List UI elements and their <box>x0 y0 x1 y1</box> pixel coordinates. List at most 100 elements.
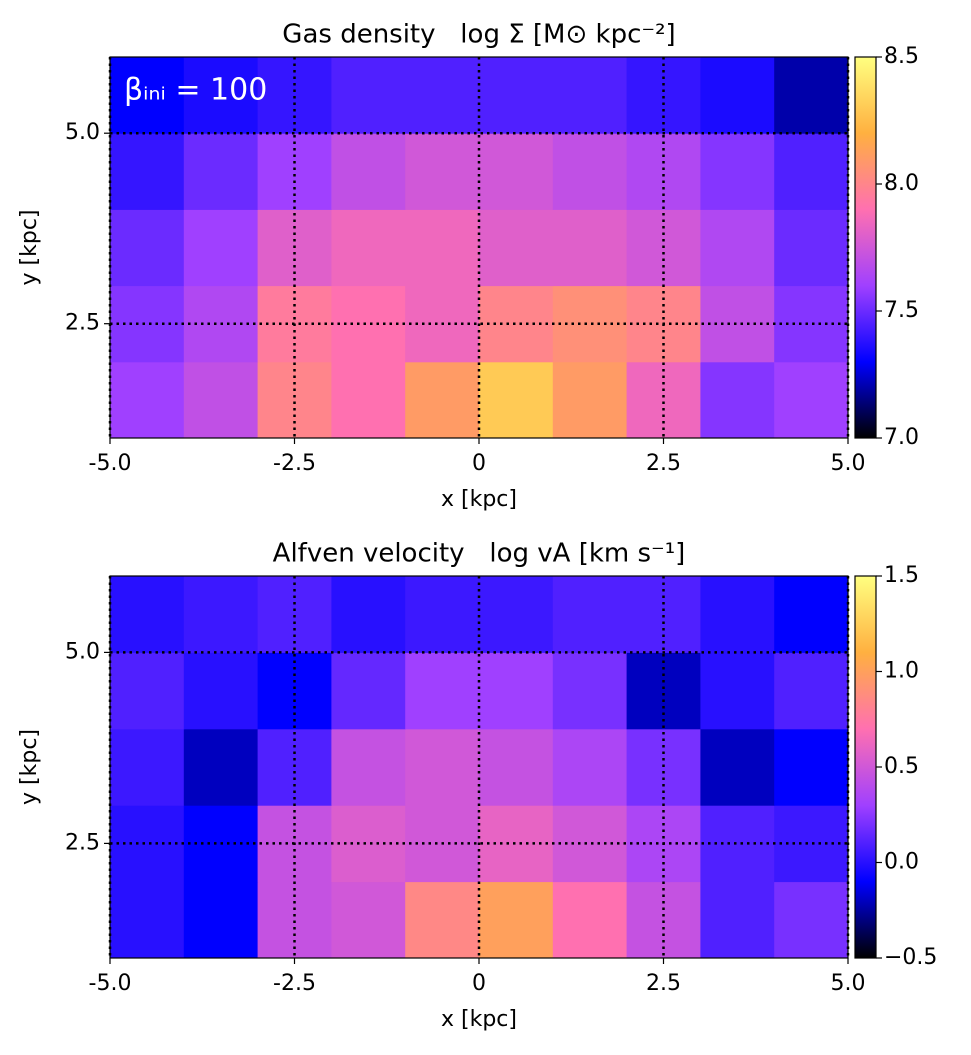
heat-cell <box>774 728 849 806</box>
heat-cell <box>479 805 554 883</box>
colorbar-tick-label: 8.5 <box>884 44 919 69</box>
heat-cell <box>257 133 332 210</box>
colorbar <box>854 575 877 959</box>
heat-cell <box>479 728 554 806</box>
heat-cell <box>700 209 775 287</box>
y-tick-label: 2.5 <box>65 830 100 855</box>
heat-cell <box>110 652 185 730</box>
heat-cell <box>479 652 554 730</box>
heat-cell <box>552 881 628 959</box>
heat-cell <box>257 57 332 134</box>
heat-cell <box>183 881 259 959</box>
heat-cell <box>774 805 849 883</box>
heat-cell <box>552 361 628 439</box>
heat-cell <box>331 133 406 210</box>
heat-cell <box>479 881 554 959</box>
heat-cell <box>405 209 480 287</box>
heat-cell <box>626 57 701 134</box>
heat-cell <box>183 576 259 653</box>
heat-cell <box>552 805 628 883</box>
heat-cell <box>110 576 185 653</box>
heat-cell <box>700 57 775 134</box>
x-tick-label: -2.5 <box>273 451 316 476</box>
heat-cell <box>626 881 701 959</box>
y-axis-label: y [kpc] <box>17 729 42 805</box>
heat-cell <box>700 576 775 653</box>
heat-cell <box>110 57 185 134</box>
heat-cell <box>405 361 480 439</box>
heat-cell <box>257 881 332 959</box>
heat-cell <box>183 133 259 210</box>
x-tick-label: -2.5 <box>273 971 316 996</box>
heat-cell <box>479 133 554 210</box>
heat-cell <box>774 285 849 363</box>
x-tick-label: -5.0 <box>89 971 132 996</box>
heat-cell <box>626 652 701 730</box>
heat-cell <box>331 881 406 959</box>
colorbar-tick-label: 8.0 <box>884 171 919 196</box>
heat-cell <box>405 57 480 134</box>
x-tick-label: -5.0 <box>89 451 132 476</box>
heat-cell <box>774 133 849 210</box>
heat-cell <box>700 133 775 210</box>
y-tick-label: 5.0 <box>65 639 100 664</box>
heat-cell <box>626 361 701 439</box>
heat-cell <box>774 652 849 730</box>
heat-cell <box>331 57 406 134</box>
heat-cell <box>552 652 628 730</box>
heat-cell <box>626 576 701 653</box>
x-tick-label: 2.5 <box>646 971 681 996</box>
heat-cell <box>405 133 480 210</box>
heat-cell <box>183 652 259 730</box>
x-tick-label: 0 <box>472 451 486 476</box>
x-tick-label: 5.0 <box>831 971 866 996</box>
heat-cell <box>626 133 701 210</box>
heat-cell <box>552 133 628 210</box>
heat-cell <box>110 805 185 883</box>
heat-cell <box>700 652 775 730</box>
heat-cell <box>331 728 406 806</box>
heat-cell <box>774 576 849 653</box>
heat-cell <box>700 805 775 883</box>
heat-cell <box>110 728 185 806</box>
colorbar <box>854 56 877 439</box>
heat-cell <box>257 652 332 730</box>
heat-cell <box>700 728 775 806</box>
y-axis-label: y [kpc] <box>17 210 42 286</box>
heat-cell <box>774 361 849 439</box>
heat-cell <box>110 209 185 287</box>
heat-cell <box>552 728 628 806</box>
heat-cell <box>479 361 554 439</box>
heat-cell <box>552 57 628 134</box>
colorbar-tick-label: 1.5 <box>884 563 919 588</box>
annotation: βᵢₙᵢ = 100 <box>124 73 267 108</box>
heat-cell <box>331 652 406 730</box>
heat-cell <box>183 728 259 806</box>
x-tick-label: 0 <box>472 971 486 996</box>
heat-cell <box>110 361 185 439</box>
colorbar-tick-label: 7.0 <box>884 425 919 450</box>
heat-cell <box>405 576 480 653</box>
heat-cell <box>405 881 480 959</box>
heat-cell <box>774 209 849 287</box>
y-tick-label: 5.0 <box>65 120 100 145</box>
colorbar-tick-label: 1.0 <box>884 659 919 684</box>
heat-cell <box>552 576 628 653</box>
colorbar-tick-label: −0.5 <box>884 945 937 970</box>
colorbar-tick-label: 7.5 <box>884 298 919 323</box>
heat-cell <box>774 881 849 959</box>
y-tick-label: 2.5 <box>65 311 100 336</box>
heat-cell <box>331 361 406 439</box>
heat-cell <box>110 285 185 363</box>
heat-cell <box>110 881 185 959</box>
heat-cell <box>700 361 775 439</box>
heat-cell <box>405 652 480 730</box>
heat-cell <box>183 57 259 134</box>
heat-cell <box>405 728 480 806</box>
heat-cell <box>331 805 406 883</box>
heat-cell <box>257 361 332 439</box>
heat-cell <box>183 361 259 439</box>
colorbar-tick-label: 0.5 <box>884 754 919 779</box>
